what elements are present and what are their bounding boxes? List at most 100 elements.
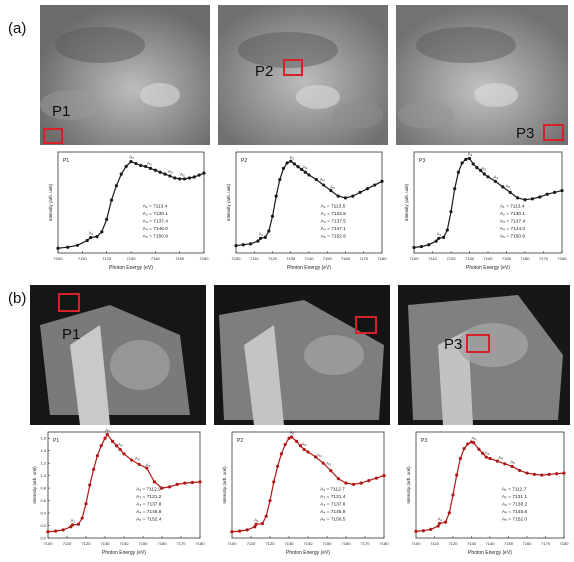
x-tick-label: 7180	[378, 256, 388, 261]
x-tick-label: 7100	[44, 541, 54, 546]
x-tick-label: 7120	[82, 541, 92, 546]
annotation-text: A₃ = 7138.2	[502, 501, 528, 507]
x-tick-label: 7180	[560, 541, 570, 546]
x-axis-label: Photon Energy (eV)	[287, 265, 331, 271]
plot-frame	[415, 431, 565, 539]
legend-label: P3	[421, 438, 427, 444]
legend-label: P3	[419, 158, 425, 164]
y-axis-label: Intensity (arb. unit)	[406, 466, 411, 504]
annotation-text: A₄ = 7147.1	[321, 226, 347, 232]
annotation-text: A₂ = 7131.4	[320, 494, 346, 500]
peak-label: A₁	[437, 231, 442, 236]
x-axis-label: Photon Energy (eV)	[466, 265, 510, 271]
micrograph-a1	[40, 5, 210, 145]
y-axis-label: Intensity (arb. unit)	[222, 466, 227, 504]
x-tick-label: 7130	[127, 256, 137, 261]
x-tick-label: 7140	[151, 256, 161, 261]
y-axis-label: Intensity (arb. unit)	[32, 466, 37, 504]
annotation-text: A₄ = 7146.0	[143, 226, 169, 232]
data-point	[562, 471, 566, 475]
x-tick-label: 7170	[361, 541, 371, 546]
peak-label: A₅	[326, 461, 331, 466]
annotation-text: A₅ = 7150.6	[500, 234, 526, 240]
annotation-text: A₃ = 7137.8	[136, 501, 162, 507]
y-tick-label: 0.0	[40, 536, 46, 541]
peak-label: A₂	[468, 152, 473, 157]
peak-label: A₄	[168, 169, 173, 174]
peak-label: A₄	[135, 456, 140, 461]
plot-frame	[413, 151, 563, 254]
legend-label: P2	[237, 438, 243, 444]
x-tick-label: 7120	[266, 541, 276, 546]
series-line	[57, 160, 205, 249]
xanes-plot-b1-svg: 7100 7110 7120 7130 7140 7150 7160 7170 7180 0.0 0…	[32, 427, 205, 556]
x-tick-label: 7100	[412, 541, 422, 546]
y-tick-label: 1.6	[40, 436, 46, 441]
annotation-text: A₄ = 7146.8	[136, 509, 162, 515]
annotation-text: A₄ = 7144.0	[500, 226, 526, 232]
plot-frame	[57, 151, 205, 254]
x-tick-label: 7180	[558, 256, 568, 261]
annotation-text: A₂ = 7130.1	[143, 211, 169, 217]
data-point	[198, 480, 202, 484]
y-tick-label: 1.4	[40, 448, 46, 453]
x-tick-label: 7130	[101, 541, 111, 546]
micrograph-a3-graphic	[396, 5, 568, 145]
peak-label: A₂	[290, 430, 295, 435]
peak-label: A₅	[330, 184, 335, 189]
y-tick-label: 0.2	[40, 523, 46, 528]
annotation-text: A₂ = 7131.2	[136, 494, 162, 500]
x-axis-label: Photon Energy (eV)	[102, 550, 146, 556]
peak-label: A₄	[320, 177, 325, 182]
point-label-b1: P1	[62, 326, 81, 343]
peak-label: A₁	[254, 517, 259, 522]
peak-label: A₂	[105, 427, 110, 432]
x-tick-label: 7160	[200, 256, 210, 261]
peak-label: A₅	[510, 459, 515, 464]
annotation-text: A₅ = 7152.6	[321, 234, 347, 240]
xanes-plot-b2: 7100 7110 7120 7130 7140 7150 7160 7170 7180 Phot…	[214, 428, 390, 558]
annotation-text: A₃ = 7137.4	[500, 219, 526, 225]
x-tick-label: 7170	[359, 256, 369, 261]
xanes-plot-a1-svg: 7100 7110 7120 7130 7140 7150 7160 Photon Energ…	[48, 151, 210, 271]
point-label-b3: P3	[444, 336, 463, 353]
peak-label: A₅	[146, 463, 151, 468]
peak-label: A₃	[118, 442, 123, 447]
annotation-text: A₅ = 7152.4	[136, 516, 162, 522]
micrograph-b3-graphic	[398, 285, 570, 425]
peak-label: A₃	[481, 166, 486, 171]
annotation-text: A₅ = 7152.0	[502, 516, 528, 522]
annotation-text: A₄ = 7145.8	[320, 509, 346, 515]
xanes-plot-a2-svg: 7100 7110 7120 7130 7140 7150 7160 7170 7180 Phot…	[226, 151, 388, 271]
x-tick-label: 7170	[541, 541, 551, 546]
y-tick-label: 1.2	[40, 461, 46, 466]
xanes-plot-a3-svg: 7100 7110 7120 7130 7140 7150 7160 7170 7180 Phot…	[404, 151, 568, 271]
x-axis-label: Photon Energy (eV)	[286, 550, 330, 556]
x-axis-label: Photon Energy (eV)	[109, 265, 153, 271]
x-tick-label: 7140	[484, 256, 494, 261]
peak-label: A₅	[180, 172, 185, 177]
region-marker-a1	[43, 128, 63, 144]
y-axis-label: Intensity (arb. unit)	[226, 183, 231, 221]
annotation-text: A₁ = 7112.9	[136, 486, 161, 492]
x-tick-label: 7120	[447, 256, 457, 261]
annotation-text: A₃ = 7137.6	[320, 501, 346, 507]
y-axis-label: Intensity (arb. unit)	[404, 183, 409, 221]
peak-label: A₅	[506, 183, 511, 188]
peak-label: A₃	[301, 442, 306, 447]
x-tick-label: 7110	[250, 256, 259, 261]
annotation-text: A₃ = 7137.5	[321, 219, 347, 225]
x-tick-label: 7160	[342, 541, 352, 546]
peak-label: A₃	[147, 161, 152, 166]
panel-label-a: (a)	[8, 20, 27, 37]
x-tick-label: 7100	[232, 256, 242, 261]
y-tick-label: 0.6	[40, 498, 46, 503]
xanes-plot-b2-svg: 7100 7110 7120 7130 7140 7150 7160 7170 7180 Phot…	[222, 430, 389, 556]
x-tick-label: 7100	[410, 256, 420, 261]
annotation-text: A₂ = 7131.1	[502, 494, 528, 500]
x-tick-label: 7110	[430, 541, 439, 546]
peak-label: A₄	[493, 174, 498, 179]
series-line	[47, 433, 201, 533]
micrograph-b2-graphic	[214, 285, 390, 425]
x-tick-label: 7150	[502, 256, 512, 261]
